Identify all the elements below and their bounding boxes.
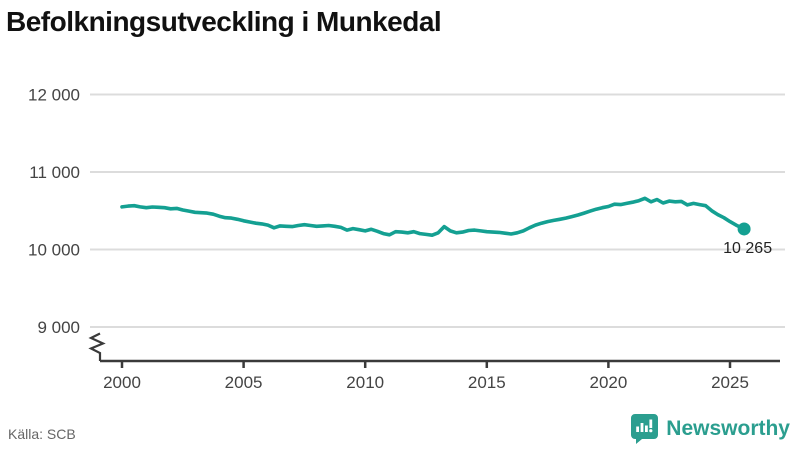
x-axis-tick-label: 2020 bbox=[589, 373, 627, 392]
x-axis-tick-label: 2000 bbox=[103, 373, 141, 392]
y-axis-tick-label: 12 000 bbox=[28, 86, 80, 105]
newsworthy-bubble-chart-icon bbox=[631, 414, 659, 444]
y-axis-tick-label: 10 000 bbox=[28, 241, 80, 260]
latest-value-label: 10 265 bbox=[723, 240, 772, 257]
y-axis-tick-label: 11 000 bbox=[29, 163, 80, 182]
latest-value-dot bbox=[737, 222, 751, 236]
y-axis-tick-label: 9 000 bbox=[37, 318, 80, 337]
x-axis-tick-label: 2025 bbox=[711, 373, 749, 392]
x-axis-tick-label: 2010 bbox=[346, 373, 384, 392]
y-axis-break-icon bbox=[88, 332, 106, 361]
newsworthy-logo: Newsworthy bbox=[630, 413, 790, 444]
population-line bbox=[120, 196, 746, 237]
brand-name: Newsworthy bbox=[666, 416, 790, 440]
source-note: Källa: SCB bbox=[8, 426, 76, 442]
page-title: Befolkningsutveckling i Munkedal bbox=[6, 6, 442, 37]
x-axis-tick-label: 2015 bbox=[468, 373, 506, 392]
x-axis-tick-label: 2005 bbox=[225, 373, 263, 392]
